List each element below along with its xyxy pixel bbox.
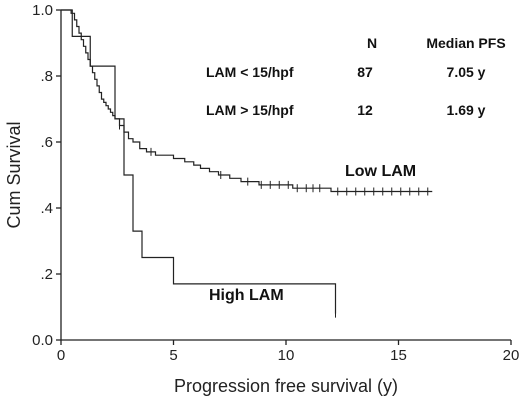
y-tick-label: 0.0 xyxy=(32,332,53,349)
legend-table: N Median PFS LAM < 15/hpf 87 7.05 y LAM … xyxy=(206,35,506,118)
y-tick-label: 1.0 xyxy=(32,2,53,19)
series-label-low-lam: Low LAM xyxy=(345,163,416,180)
legend-header-median: Median PFS xyxy=(426,35,505,51)
series-label-high-lam: High LAM xyxy=(209,287,284,304)
series-layer xyxy=(61,9,433,318)
y-tick-label: .2 xyxy=(40,266,53,283)
x-axis-title: Progression free survival (y) xyxy=(174,376,398,396)
survival-curve-high-lam xyxy=(61,9,337,314)
x-tick-label: 0 xyxy=(57,347,65,364)
legend-header-n: N xyxy=(367,35,377,51)
y-tick-label: .4 xyxy=(40,200,53,217)
y-ticks: 0.0 .2 .4 .6 .8 1.0 xyxy=(32,2,61,349)
legend-row-2-label: LAM > 15/hpf xyxy=(206,102,294,118)
x-ticks: 0 5 10 15 20 xyxy=(57,340,520,364)
x-tick-label: 20 xyxy=(503,347,520,364)
legend-row-1-median: 7.05 y xyxy=(447,64,486,80)
legend-row-2-median: 1.69 y xyxy=(447,102,486,118)
x-tick-label: 15 xyxy=(390,347,407,364)
x-tick-label: 5 xyxy=(169,347,177,364)
y-axis-title: Cum Survival xyxy=(4,121,24,228)
y-tick-label: .8 xyxy=(40,68,53,85)
x-tick-label: 10 xyxy=(278,347,295,364)
legend-row-1-label: LAM < 15/hpf xyxy=(206,64,294,80)
legend-row-1-n: 87 xyxy=(357,64,373,80)
y-tick-label: .6 xyxy=(40,134,53,151)
legend-row-2-n: 12 xyxy=(357,102,373,118)
